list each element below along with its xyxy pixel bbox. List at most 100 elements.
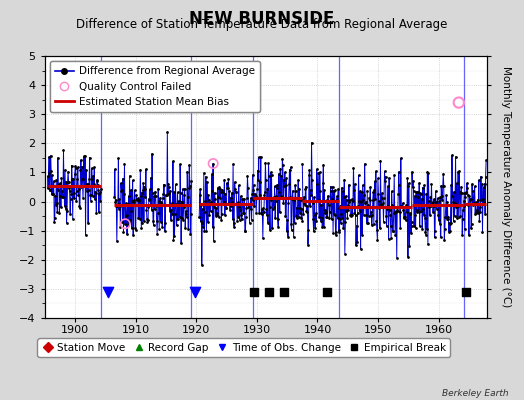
Point: [168, 200, 177, 207]
Point: [358, 232, 366, 238]
Point: [51, 193, 59, 199]
Point: [78, 163, 86, 170]
Point: [66, 210, 74, 217]
Point: [58, 194, 66, 200]
Point: [346, 211, 355, 218]
Point: [356, 246, 365, 252]
Point: [399, 200, 407, 206]
Point: [380, 168, 389, 174]
Point: [240, 196, 248, 203]
Point: [472, 210, 481, 216]
Point: [166, 208, 174, 214]
Point: [121, 220, 129, 227]
Point: [356, 188, 364, 194]
Point: [157, 218, 165, 225]
Point: [67, 196, 75, 202]
Point: [167, 216, 175, 223]
Point: [216, 189, 225, 195]
Point: [127, 225, 136, 232]
Point: [332, 197, 341, 203]
Point: [231, 179, 239, 185]
Point: [88, 176, 96, 182]
Point: [372, 218, 380, 225]
Point: [279, 162, 287, 168]
Point: [387, 188, 396, 194]
Point: [276, 166, 285, 172]
Point: [288, 188, 297, 194]
Point: [135, 198, 143, 204]
Point: [301, 186, 310, 192]
Point: [247, 216, 256, 223]
Point: [150, 193, 158, 199]
Point: [94, 182, 102, 189]
Point: [66, 188, 74, 194]
Point: [449, 192, 457, 199]
Point: [71, 163, 80, 169]
Point: [148, 190, 157, 196]
Point: [292, 213, 300, 219]
Point: [294, 214, 303, 220]
Point: [468, 181, 476, 187]
Point: [115, 206, 123, 212]
Point: [426, 194, 434, 201]
Point: [369, 221, 378, 228]
Point: [333, 215, 342, 221]
Point: [250, 191, 259, 197]
Point: [171, 211, 179, 217]
Point: [145, 197, 154, 203]
Point: [46, 187, 54, 193]
Point: [138, 190, 146, 196]
Point: [151, 188, 159, 195]
Point: [450, 188, 458, 195]
Point: [176, 214, 184, 220]
Point: [320, 224, 328, 231]
Point: [297, 214, 305, 221]
Point: [92, 190, 100, 196]
Point: [455, 188, 464, 195]
Point: [177, 240, 185, 246]
Point: [91, 188, 100, 195]
Point: [230, 220, 238, 226]
Point: [261, 159, 269, 166]
Point: [408, 169, 416, 175]
Point: [128, 198, 136, 204]
Point: [482, 174, 490, 180]
Point: [214, 194, 222, 200]
Point: [82, 181, 91, 187]
Point: [363, 220, 371, 226]
Point: [159, 195, 167, 202]
Point: [361, 161, 369, 167]
Point: [440, 183, 448, 189]
Point: [130, 187, 139, 194]
Point: [44, 185, 52, 191]
Point: [112, 203, 121, 210]
Point: [411, 192, 419, 199]
Point: [259, 235, 267, 242]
Point: [385, 175, 394, 181]
Point: [318, 214, 326, 221]
Point: [116, 224, 125, 230]
Point: [228, 216, 237, 222]
Point: [398, 203, 406, 210]
Point: [461, 194, 470, 200]
Point: [309, 228, 318, 234]
Point: [467, 225, 475, 231]
Point: [86, 198, 95, 204]
Point: [65, 184, 73, 191]
Point: [199, 206, 207, 212]
Point: [430, 196, 438, 202]
Point: [161, 220, 169, 226]
Point: [175, 201, 183, 207]
Point: [183, 168, 191, 175]
Point: [443, 198, 452, 205]
Point: [332, 232, 340, 238]
Point: [482, 157, 490, 164]
Point: [279, 200, 288, 206]
Point: [343, 215, 352, 222]
Point: [462, 289, 470, 295]
Point: [383, 222, 391, 229]
Point: [128, 177, 137, 184]
Point: [327, 188, 335, 195]
Point: [407, 218, 416, 225]
Point: [178, 214, 187, 221]
